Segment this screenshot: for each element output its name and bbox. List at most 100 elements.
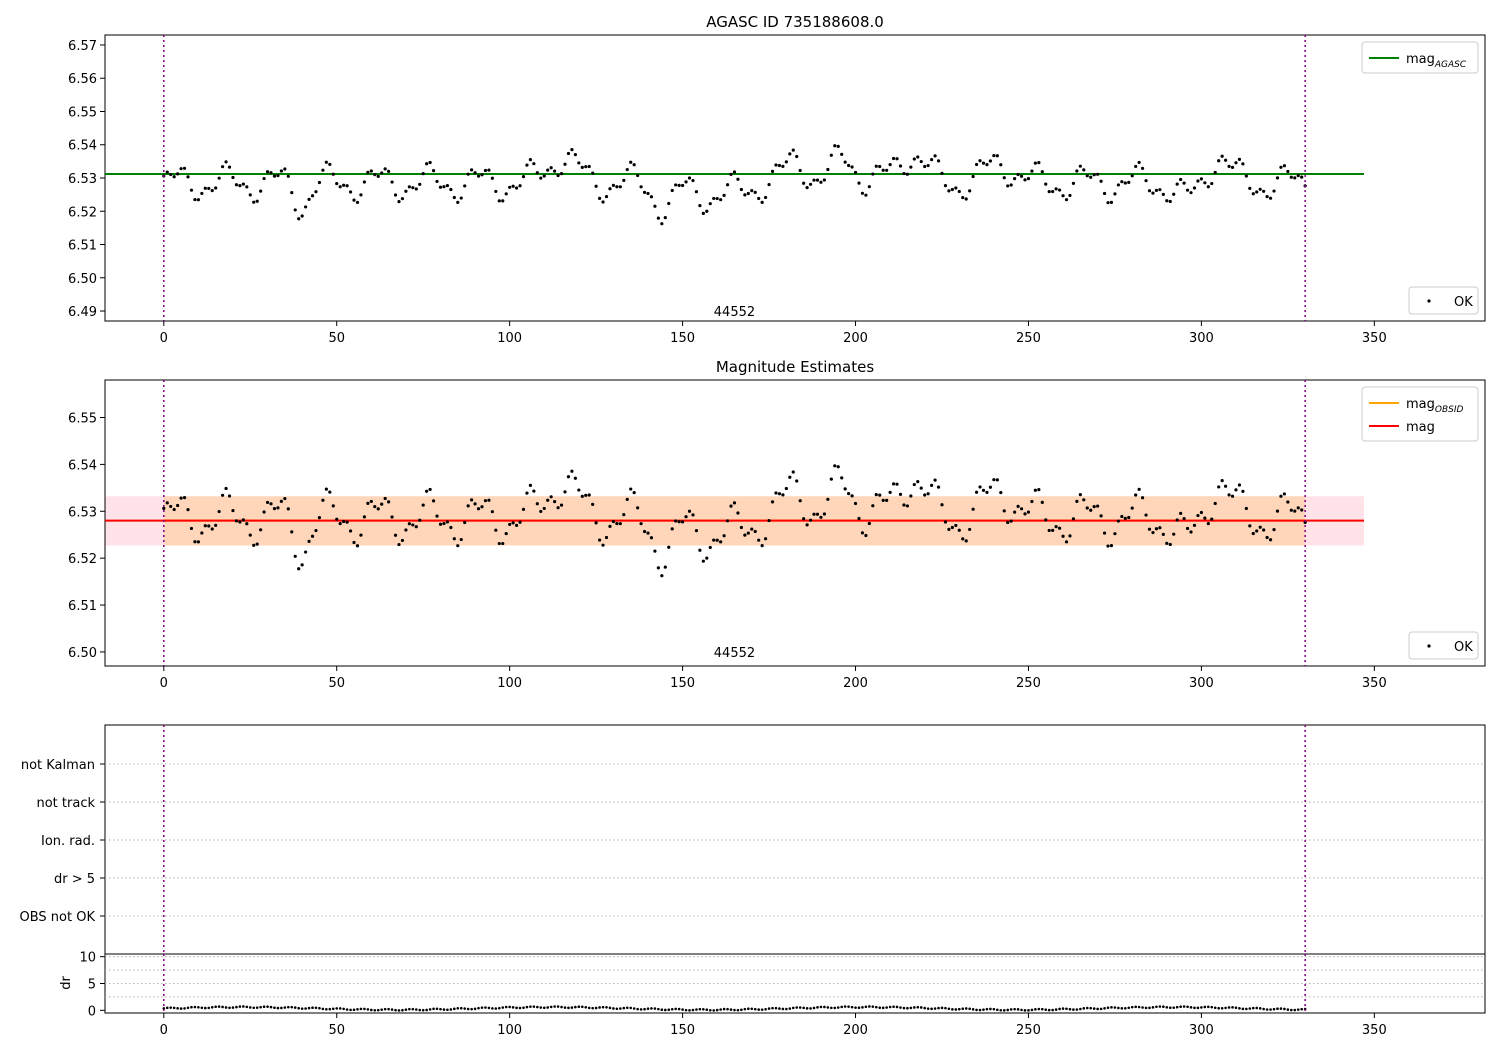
dr-data-point [1103,1007,1106,1010]
data-point [1199,510,1203,515]
data-point [739,187,743,192]
dr-data-point [733,1008,736,1012]
data-point [608,524,612,528]
data-point [248,533,252,537]
data-point [597,196,602,201]
data-point [784,486,788,491]
dr-data-point [338,1007,342,1010]
dr-data-point [269,1005,273,1009]
data-point [725,519,730,523]
data-point [345,520,349,524]
data-point [629,487,633,491]
data-point [317,516,322,520]
data-point [732,501,737,505]
data-point [691,178,695,183]
dr-data-point [1110,1006,1113,1009]
data-point [798,168,802,173]
dr-data-point [753,1007,757,1011]
dr-data-point [217,1005,221,1008]
data-point [1168,542,1172,547]
dr-data-point [1079,1007,1082,1011]
dr-data-point [1075,1008,1079,1011]
y-tick-label: 6.49 [68,305,97,320]
obsid-label: 44552 [714,646,755,661]
panel-1-title: AGASC ID 735188608.0 [706,13,884,31]
data-point [214,523,218,527]
data-point [1116,183,1120,187]
y-tick-label: 6.56 [68,72,97,87]
legend-entry: OK [1454,295,1473,310]
dr-data-point [798,1006,802,1009]
dr-data-point [605,1005,608,1009]
dr-data-point [885,1006,888,1009]
dr-data-point [370,1008,373,1012]
dr-data-point [432,1007,435,1011]
data-point [950,525,954,530]
data-point [843,160,847,164]
panel-flags: not Kalman not track Ion. rad. dr > 5 OBS no… [20,724,1486,955]
dr-data-point [961,1007,965,1010]
data-point [1213,170,1217,175]
data-point [504,192,508,196]
legend-point-swatch [1427,644,1431,648]
data-point [767,518,771,523]
data-point [926,492,930,496]
data-point [680,183,685,188]
dr-data-point [1099,1007,1103,1011]
data-point [957,189,961,194]
data-point [764,537,768,541]
legend-entry-main: mag [1406,420,1435,435]
data-point [1064,540,1069,544]
data-point [290,530,294,534]
dr-data-point [878,1006,882,1010]
data-point [1248,186,1252,190]
data-point [1096,504,1100,508]
dr-data-point [957,1007,961,1011]
data-point [653,549,657,553]
data-point [912,482,916,487]
dr-data-point [314,1006,318,1010]
data-point [808,182,813,186]
x-tick-label: 100 [497,1023,522,1038]
dr-data-point [719,1008,722,1011]
dr-data-point [1186,1005,1189,1009]
data-point [1026,177,1031,181]
data-point [1006,520,1010,525]
dr-data-point [940,1006,944,1010]
dr-data-point [331,1007,335,1011]
data-point [902,171,906,176]
data-point [169,172,173,177]
dr-data-point [1210,1005,1214,1009]
data-point [1061,194,1065,198]
data-point [459,196,463,200]
data-point [335,182,339,186]
dr-data-point [1213,1006,1217,1010]
x-tick-label: 250 [1016,1023,1041,1038]
flag-category-label: Ion. rad. [41,834,95,849]
data-point [338,185,342,189]
data-point [833,144,837,148]
dr-data-point [204,1006,207,1010]
data-point [238,183,242,188]
data-point [338,521,342,526]
data-point [1082,168,1086,172]
data-point [1096,172,1100,176]
data-point [217,176,221,180]
data-point [393,533,398,537]
data-point [248,193,252,197]
dr-data-point [636,1007,639,1011]
data-point [684,180,688,184]
dr-data-point [996,1008,999,1012]
data-point [618,185,622,189]
data-point [207,524,211,528]
data-point [366,501,370,505]
data-point [203,186,207,190]
dr-data-point [850,1005,854,1009]
dr-data-point [1251,1006,1255,1010]
data-point [968,189,972,193]
data-point [909,165,913,169]
data-point [923,493,927,497]
data-point [808,518,813,522]
data-point [764,195,768,200]
dr-data-point [421,1008,425,1012]
